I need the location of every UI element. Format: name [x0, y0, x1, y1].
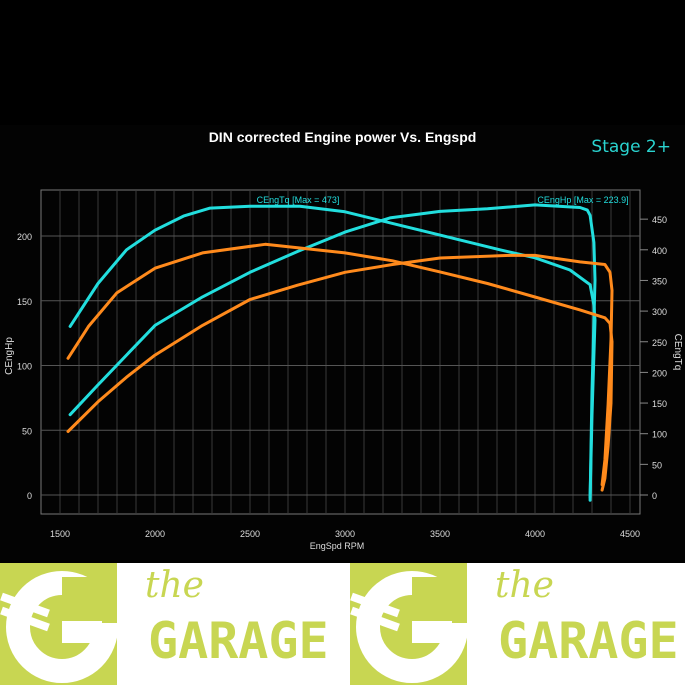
y-right-tick-label: 200: [652, 368, 667, 378]
g-wrench-icon: [350, 563, 467, 685]
y-right-tick-label: 0: [652, 491, 657, 501]
logo-garage: GARAGE: [498, 612, 679, 670]
series-line-tuned_tq: [68, 204, 597, 499]
g-wrench-icon: [0, 563, 117, 685]
tick-labels: 0501001502000501001502002503003504004501…: [17, 215, 667, 539]
x-tick-label: 2000: [145, 529, 165, 539]
garage-logo-banner: the GARAGE the GARAGE: [0, 563, 685, 685]
y-left-tick-label: 0: [27, 491, 32, 501]
grid: [41, 190, 640, 514]
series-line-stock_tq: [66, 242, 614, 492]
y-right-tick-label: 250: [652, 338, 667, 348]
chart-title: DIN corrected Engine power Vs. Engspd: [208, 129, 477, 145]
y-right-tick-label: 350: [652, 276, 667, 286]
x-tick-label: 2500: [240, 529, 260, 539]
logo-the: the: [145, 565, 204, 606]
dyno-chart: 0501001502000501001502002503003504004501…: [0, 125, 685, 560]
y-left-axis-label: CEngHp: [4, 337, 15, 375]
y-left-tick-label: 150: [17, 297, 32, 307]
y-left-tick-label: 100: [17, 362, 32, 372]
x-tick-label: 4000: [525, 529, 545, 539]
plot-area: [40, 189, 641, 515]
logo-the: the: [495, 565, 554, 606]
x-tick-label: 3500: [430, 529, 450, 539]
x-tick-label: 3000: [335, 529, 355, 539]
y-right-tick-label: 150: [652, 399, 667, 409]
x-axis-label: EngSpd RPM: [310, 541, 365, 551]
x-tick-label: 4500: [620, 529, 640, 539]
x-tick-label: 1500: [50, 529, 70, 539]
y-left-tick-label: 200: [17, 232, 32, 242]
y-right-tick-label: 450: [652, 215, 667, 225]
y-right-tick-label: 300: [652, 307, 667, 317]
stage-badge: Stage 2+: [591, 137, 671, 157]
logo-unit: the GARAGE: [350, 563, 685, 685]
logo-garage: GARAGE: [148, 612, 329, 670]
legend-power: CEngHp [Max = 223.9]: [537, 195, 628, 205]
y-left-tick-label: 50: [22, 426, 32, 436]
y-right-tick-label: 400: [652, 246, 667, 256]
y-right-axis-label: CEngTq: [672, 334, 683, 371]
logo-unit: the GARAGE: [0, 563, 335, 685]
series-line-tuned_hp: [68, 203, 597, 502]
y-right-tick-label: 50: [652, 460, 662, 470]
legend-torque: CEngTq [Max = 473]: [257, 195, 340, 205]
y-right-tick-label: 100: [652, 430, 667, 440]
series-lines: [66, 203, 614, 502]
chart-panel: [0, 125, 685, 560]
